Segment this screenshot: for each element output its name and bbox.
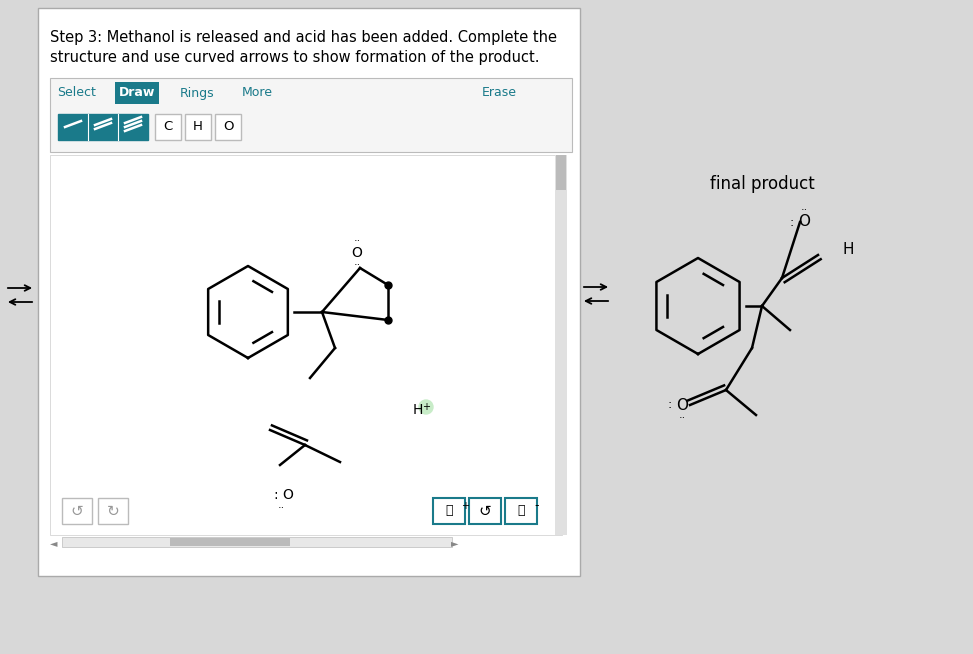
Text: :: : xyxy=(790,216,794,228)
Text: More: More xyxy=(241,86,272,99)
Text: O: O xyxy=(798,215,810,230)
Text: C: C xyxy=(163,120,172,133)
Circle shape xyxy=(419,400,433,414)
Bar xyxy=(170,538,290,546)
Text: O: O xyxy=(676,398,688,413)
Bar xyxy=(115,82,159,104)
Bar xyxy=(50,78,572,152)
Bar xyxy=(155,114,181,140)
Bar xyxy=(50,155,562,535)
Bar xyxy=(215,114,241,140)
Text: ··: ·· xyxy=(678,413,686,423)
Text: : O: : O xyxy=(274,488,294,502)
Text: +: + xyxy=(461,501,469,511)
Bar xyxy=(556,155,566,190)
Text: Step 3: Methanol is released and acid has been added. Complete the: Step 3: Methanol is released and acid ha… xyxy=(50,30,557,45)
Text: -: - xyxy=(535,500,539,513)
Bar xyxy=(433,498,465,524)
Bar xyxy=(505,498,537,524)
Text: O: O xyxy=(223,120,234,133)
Text: ··: ·· xyxy=(801,205,808,215)
Text: ►: ► xyxy=(451,538,458,548)
Text: structure and use curved arrows to show formation of the product.: structure and use curved arrows to show … xyxy=(50,50,539,65)
Text: H: H xyxy=(843,243,853,258)
Bar xyxy=(62,498,92,524)
Text: Select: Select xyxy=(57,86,96,99)
Text: :: : xyxy=(667,398,672,411)
Text: ↺: ↺ xyxy=(71,504,84,519)
Text: ↻: ↻ xyxy=(107,504,120,519)
Text: Erase: Erase xyxy=(482,86,517,99)
Text: ··: ·· xyxy=(353,236,361,246)
Bar xyxy=(58,114,148,140)
Bar xyxy=(38,8,580,576)
Text: 🔍: 🔍 xyxy=(518,504,524,517)
Text: Draw: Draw xyxy=(119,86,155,99)
Text: final product: final product xyxy=(709,175,814,193)
Text: 🔍: 🔍 xyxy=(446,504,452,517)
Bar xyxy=(62,537,452,547)
Text: ◄: ◄ xyxy=(51,538,57,548)
Text: O: O xyxy=(351,246,362,260)
Bar xyxy=(98,498,128,524)
Text: +: + xyxy=(422,402,430,412)
Text: Rings: Rings xyxy=(180,86,214,99)
Bar xyxy=(469,498,501,524)
Text: ··: ·· xyxy=(278,503,285,513)
Text: ↺: ↺ xyxy=(479,504,491,519)
Text: ··: ·· xyxy=(353,260,361,270)
Text: H: H xyxy=(413,403,423,417)
Text: H: H xyxy=(193,120,203,133)
Bar xyxy=(555,155,567,535)
Bar xyxy=(185,114,211,140)
